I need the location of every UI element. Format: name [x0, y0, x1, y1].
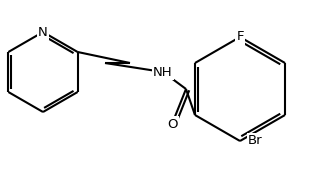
Text: Br: Br — [248, 135, 263, 148]
Text: O: O — [167, 118, 177, 130]
Text: NH: NH — [153, 66, 173, 79]
Text: F: F — [236, 31, 244, 43]
Text: N: N — [38, 26, 48, 38]
